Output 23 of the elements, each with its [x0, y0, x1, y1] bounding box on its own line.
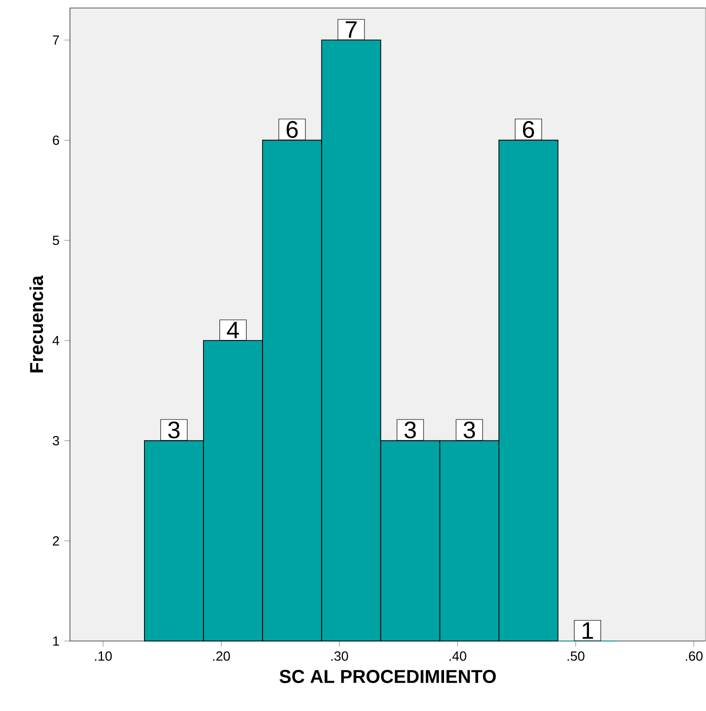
data-label: 7: [346, 21, 357, 38]
data-label: 4: [227, 322, 240, 338]
x-tick-label: .40: [450, 651, 466, 661]
y-tick-label: 5: [52, 236, 60, 245]
x-tick-label: .20: [213, 651, 230, 661]
x-tick-label: .60: [686, 651, 703, 661]
y-tick-label: 3: [52, 436, 60, 446]
data-label: 3: [404, 422, 416, 438]
data-label: 3: [464, 422, 476, 438]
data-label: 3: [168, 422, 180, 438]
y-tick-label: 4: [52, 336, 60, 346]
y-tick-label: 7: [53, 35, 60, 45]
y-tick-label: 6: [53, 136, 60, 145]
y-tick-label: 1: [53, 636, 60, 646]
x-tick-label: .50: [568, 651, 585, 661]
x-tick-label: .30: [332, 651, 348, 661]
x-tick-label: .10: [95, 651, 112, 661]
data-label: 6: [523, 121, 534, 138]
y-axis-title: Frecuencia: [30, 275, 44, 372]
data-label: 1: [582, 622, 594, 639]
y-tick-label: 2: [53, 536, 60, 546]
x-axis-title: SC AL PROCEDIMIENTO: [280, 670, 496, 684]
data-label: 6: [286, 121, 298, 138]
